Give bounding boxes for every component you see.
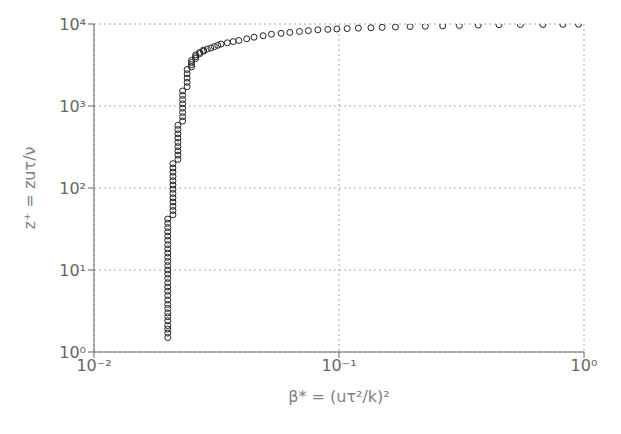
svg-text:β* = (uτ²/k)²: β* = (uτ²/k)²: [288, 387, 390, 406]
svg-text:10²: 10²: [59, 179, 86, 198]
svg-text:10⁻¹: 10⁻¹: [321, 356, 356, 375]
svg-text:10⁰: 10⁰: [571, 356, 598, 375]
svg-text:z⁺ = zuτ/ν: z⁺ = zuτ/ν: [20, 146, 39, 229]
svg-text:10⁴: 10⁴: [59, 15, 86, 34]
svg-text:10³: 10³: [59, 97, 86, 116]
svg-text:10⁰: 10⁰: [59, 343, 86, 362]
svg-text:10⁻²: 10⁻²: [76, 356, 112, 376]
svg-text:10¹: 10¹: [59, 261, 86, 280]
